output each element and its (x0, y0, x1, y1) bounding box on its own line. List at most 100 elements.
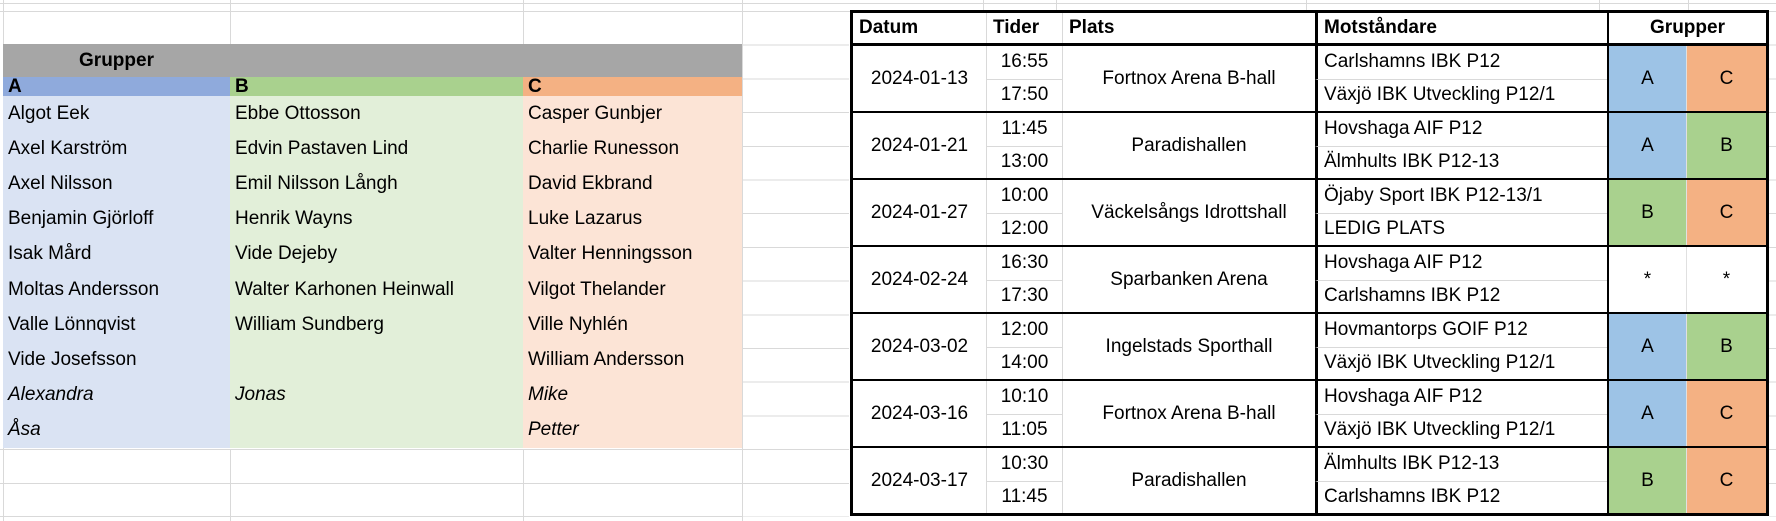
opponent-cell[interactable]: LEDIG PLATS (1315, 212, 1607, 245)
member-cell[interactable]: Axel Nilsson (3, 166, 230, 202)
group-badge-cell[interactable]: C (1686, 448, 1766, 513)
group-badge-cell[interactable]: A (1607, 113, 1686, 178)
opponent-cell[interactable]: Hovshaga AIF P12 (1315, 381, 1607, 414)
opponent-cell[interactable]: Carlshamns IBK P12 (1315, 480, 1607, 513)
member-cell[interactable]: Benjamin Gjörloff (3, 201, 230, 237)
member-cell[interactable] (230, 412, 523, 448)
time-cell[interactable]: 11:05 (986, 413, 1062, 446)
groups-table-title-cell[interactable]: Grupper (3, 44, 742, 77)
venue-cell[interactable]: Paradishallen (1062, 448, 1315, 513)
member-cell[interactable]: Mike (523, 377, 742, 413)
member-cell[interactable]: Luke Lazarus (523, 201, 742, 237)
gridline-v (742, 0, 743, 521)
opponent-cell[interactable]: Älmhults IBK P12-13 (1315, 145, 1607, 178)
date-cell[interactable]: 2024-03-17 (870, 469, 969, 491)
member-cell[interactable]: Vide Josefsson (3, 342, 230, 378)
time-cell[interactable]: 11:45 (986, 113, 1062, 146)
member-cell[interactable]: Charlie Runesson (523, 131, 742, 167)
date-cell[interactable]: 2024-01-27 (870, 201, 969, 223)
opponent-cell[interactable]: Hovshaga AIF P12 (1315, 247, 1607, 280)
group-badge-cell[interactable]: B (1686, 314, 1766, 379)
header-plats[interactable]: Plats (1062, 13, 1315, 43)
group-badge-cell[interactable]: C (1686, 46, 1766, 111)
opponent-cell[interactable]: Hovmantorps GOIF P12 (1315, 314, 1607, 347)
time-cell[interactable]: 12:00 (986, 314, 1062, 347)
time-cell[interactable]: 10:30 (986, 448, 1062, 481)
member-cell[interactable]: Vide Dejeby (230, 236, 523, 272)
member-cell[interactable]: William Sundberg (230, 307, 523, 343)
group-badge-cell[interactable]: B (1607, 448, 1686, 513)
time-cell[interactable]: 10:10 (986, 381, 1062, 414)
header-grupper[interactable]: Grupper (1607, 13, 1766, 43)
member-cell[interactable]: Walter Karhonen Heinwall (230, 271, 523, 308)
group-b-header-cell[interactable]: B (230, 77, 523, 96)
opponent-cell[interactable]: Öjaby Sport IBK P12-13/1 (1315, 180, 1607, 213)
time-cell[interactable]: 13:00 (986, 145, 1062, 178)
member-cell[interactable] (230, 342, 523, 378)
member-cell[interactable]: Henrik Wayns (230, 201, 523, 237)
member-cell[interactable]: Vilgot Thelander (523, 271, 742, 308)
member-cell[interactable]: Moltas Andersson (3, 271, 230, 308)
date-cell[interactable]: 2024-01-21 (870, 134, 969, 156)
member-cell[interactable]: Axel Karström (3, 131, 230, 167)
member-cell[interactable]: Jonas (230, 377, 523, 413)
member-cell[interactable]: Isak Mård (3, 236, 230, 272)
member-cell[interactable]: Algot Eek (3, 96, 230, 132)
group-badge-cell[interactable]: * (1686, 247, 1766, 312)
group-badge-cell[interactable]: B (1607, 180, 1686, 245)
member-cell[interactable]: Valter Henningsson (523, 236, 742, 272)
group-a-header-cell[interactable]: A (3, 77, 230, 96)
group-badge-cell[interactable]: C (1686, 381, 1766, 446)
gridline-v (523, 449, 524, 521)
opponent-cell[interactable]: Carlshamns IBK P12 (1315, 279, 1607, 312)
member-cell[interactable]: Emil Nilsson Långh (230, 166, 523, 202)
time-cell[interactable]: 16:55 (986, 46, 1062, 79)
venue-cell[interactable]: Fortnox Arena B-hall (1062, 46, 1315, 111)
opponent-cell[interactable]: Hovshaga AIF P12 (1315, 113, 1607, 146)
group-badge-cell[interactable]: * (1607, 247, 1686, 312)
time-cell[interactable]: 17:30 (986, 279, 1062, 312)
time-cell[interactable]: 17:50 (986, 78, 1062, 111)
member-cell[interactable]: David Ekbrand (523, 166, 742, 202)
venue-cell[interactable]: Paradishallen (1062, 113, 1315, 178)
group-badge-cell[interactable]: C (1686, 180, 1766, 245)
time-cell[interactable]: 12:00 (986, 212, 1062, 245)
member-cell[interactable]: Edvin Pastaven Lind (230, 131, 523, 167)
header-datum[interactable]: Datum (859, 17, 919, 38)
venue-cell[interactable]: Ingelstads Sporthall (1062, 314, 1315, 379)
member-cell[interactable]: Ebbe Ottosson (230, 96, 523, 132)
time-cell[interactable]: 11:45 (986, 480, 1062, 513)
date-cell[interactable]: 2024-03-16 (870, 402, 969, 424)
header-tider[interactable]: Tider (986, 13, 1062, 43)
venue-cell[interactable]: Väckelsångs Idrottshall (1062, 180, 1315, 245)
group-c-header-cell[interactable]: C (523, 77, 742, 96)
group-badge-cell[interactable]: A (1607, 46, 1686, 111)
venue-cell[interactable]: Fortnox Arena B-hall (1062, 381, 1315, 446)
opponent-cell[interactable]: Växjö IBK Utveckling P12/1 (1315, 78, 1607, 111)
gridline-v (1056, 0, 1057, 10)
opponent-cell[interactable]: Växjö IBK Utveckling P12/1 (1315, 413, 1607, 446)
opponent-cell[interactable]: Älmhults IBK P12-13 (1315, 448, 1607, 481)
gridline-v (523, 0, 524, 44)
time-cell[interactable]: 14:00 (986, 346, 1062, 379)
member-cell[interactable]: Casper Gunbjer (523, 96, 742, 132)
member-cell[interactable]: Ville Nyhlén (523, 307, 742, 343)
time-cell[interactable]: 10:00 (986, 180, 1062, 213)
time-cell[interactable]: 16:30 (986, 247, 1062, 280)
gridline-h (0, 449, 743, 450)
date-cell[interactable]: 2024-01-13 (870, 67, 969, 89)
date-cell[interactable]: 2024-02-24 (870, 268, 969, 290)
member-cell[interactable]: Petter (523, 412, 742, 448)
opponent-cell[interactable]: Växjö IBK Utveckling P12/1 (1315, 346, 1607, 379)
member-cell[interactable]: Åsa (3, 412, 230, 448)
header-motstandare[interactable]: Motståndare (1315, 13, 1607, 43)
group-badge-cell[interactable]: A (1607, 314, 1686, 379)
member-cell[interactable]: William Andersson (523, 342, 742, 378)
group-badge-cell[interactable]: B (1686, 113, 1766, 178)
member-cell[interactable]: Alexandra (3, 377, 230, 413)
venue-cell[interactable]: Sparbanken Arena (1062, 247, 1315, 312)
group-badge-cell[interactable]: A (1607, 381, 1686, 446)
opponent-cell[interactable]: Carlshamns IBK P12 (1315, 46, 1607, 79)
member-cell[interactable]: Valle Lönnqvist (3, 307, 230, 343)
date-cell[interactable]: 2024-03-02 (870, 335, 969, 357)
